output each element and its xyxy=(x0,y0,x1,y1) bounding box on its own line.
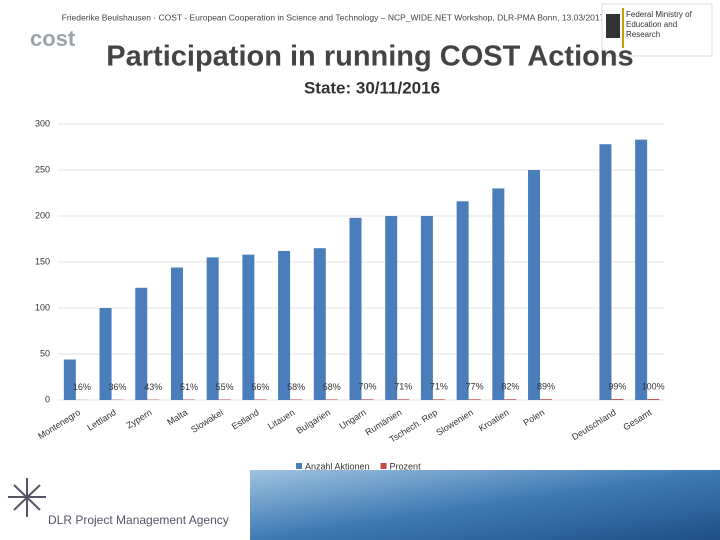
data-label: 89% xyxy=(537,382,555,392)
x-tick-label: Montenegro xyxy=(36,407,82,441)
y-tick-label: 0 xyxy=(45,394,50,404)
bar xyxy=(492,188,505,400)
bar xyxy=(361,399,374,400)
bar xyxy=(528,170,541,400)
data-label: 100% xyxy=(642,381,665,391)
data-label: 58% xyxy=(323,382,341,392)
x-tick-label: Litauen xyxy=(266,407,296,431)
x-tick-label: Malta xyxy=(165,407,189,427)
x-tick-label: Slowenien xyxy=(434,407,475,437)
bar xyxy=(432,399,445,400)
x-tick-label: Zypern xyxy=(125,407,154,430)
data-label: 77% xyxy=(466,382,484,392)
cost-logo: cost xyxy=(30,26,76,51)
x-tick-label: Ungarn xyxy=(337,407,367,431)
y-tick-label: 100 xyxy=(35,302,50,312)
data-label: 56% xyxy=(251,382,269,392)
y-tick-label: 50 xyxy=(40,348,50,358)
eagle-icon xyxy=(606,14,620,38)
bar xyxy=(206,257,219,400)
bar xyxy=(242,254,255,400)
x-tick-label: Bulgarien xyxy=(295,407,333,436)
bar xyxy=(504,399,517,400)
x-tick-label: Kroatien xyxy=(477,407,511,433)
x-tick-label: Slowakei xyxy=(189,407,225,435)
x-tick-label: Estland xyxy=(230,407,261,431)
legend-label: Anzahl Aktionen xyxy=(305,461,370,471)
data-label: 71% xyxy=(394,382,412,392)
bar xyxy=(325,399,338,400)
data-label: 51% xyxy=(180,382,198,392)
legend-label: Prozent xyxy=(390,461,422,471)
bar xyxy=(254,399,267,400)
x-tick-label: Polen xyxy=(522,407,547,428)
ministry-logo-wrap: Federal Ministry of Education and Resear… xyxy=(626,10,692,39)
data-label: 99% xyxy=(608,381,626,391)
y-tick-label: 200 xyxy=(35,210,50,220)
data-label: 70% xyxy=(358,382,376,392)
bar xyxy=(385,216,398,400)
y-tick-label: 300 xyxy=(35,118,50,128)
data-label: 71% xyxy=(430,382,448,392)
legend-swatch xyxy=(380,463,387,469)
bar xyxy=(349,217,362,400)
x-tick-label: Lettland xyxy=(85,407,117,432)
ministry-logo: Federal Ministry of Education and Resear… xyxy=(626,10,692,39)
bar xyxy=(218,399,231,400)
data-label: 36% xyxy=(109,382,127,392)
dlr-logo xyxy=(8,478,46,517)
bar xyxy=(420,216,433,400)
bar xyxy=(313,248,326,400)
y-tick-label: 250 xyxy=(35,164,50,174)
logo-stripe xyxy=(622,8,624,48)
bar xyxy=(540,399,553,400)
bar xyxy=(135,287,148,400)
data-label: 58% xyxy=(287,382,305,392)
author-line: Friederike Beulshausen · COST - European… xyxy=(62,12,605,22)
chart-subtitle: State: 30/11/2016 xyxy=(304,78,440,97)
ministry-logo-box xyxy=(601,3,713,57)
bar xyxy=(599,144,612,400)
data-label: 43% xyxy=(144,382,162,392)
data-label: 55% xyxy=(216,382,234,392)
x-tick-label: Gesamt xyxy=(621,407,653,432)
bar xyxy=(170,267,183,400)
bar xyxy=(647,399,660,400)
bar xyxy=(397,399,410,400)
bar xyxy=(63,359,76,400)
data-label: 16% xyxy=(73,382,91,392)
y-tick-label: 150 xyxy=(35,256,50,266)
x-tick-label: Deutschland xyxy=(570,407,618,442)
bar xyxy=(99,308,112,400)
chart-title: Participation in running COST Actions xyxy=(106,41,633,73)
bar xyxy=(456,201,469,400)
data-label: 82% xyxy=(501,382,519,392)
legend-swatch xyxy=(296,463,302,469)
bar xyxy=(611,399,624,400)
bar xyxy=(635,139,648,400)
footer-agency: DLR Project Management Agency xyxy=(48,513,229,527)
footer-image xyxy=(250,470,720,540)
bar xyxy=(468,399,481,400)
bar xyxy=(290,399,303,400)
bar xyxy=(278,250,291,400)
